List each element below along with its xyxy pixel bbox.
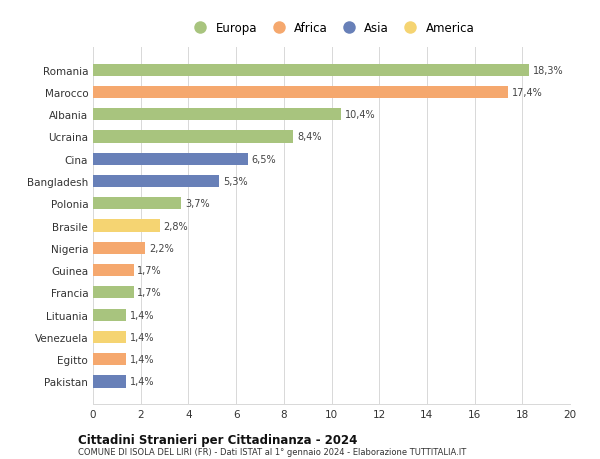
Bar bbox=[93, 64, 529, 77]
Bar bbox=[93, 309, 127, 321]
Legend: Europa, Africa, Asia, America: Europa, Africa, Asia, America bbox=[185, 18, 478, 39]
Bar bbox=[93, 153, 248, 166]
Text: 1,7%: 1,7% bbox=[137, 265, 162, 275]
Text: 1,4%: 1,4% bbox=[130, 332, 154, 342]
Bar bbox=[93, 198, 181, 210]
Text: 10,4%: 10,4% bbox=[344, 110, 375, 120]
Text: 6,5%: 6,5% bbox=[251, 154, 276, 164]
Text: 5,3%: 5,3% bbox=[223, 177, 248, 187]
Bar bbox=[93, 175, 220, 188]
Text: COMUNE DI ISOLA DEL LIRI (FR) - Dati ISTAT al 1° gennaio 2024 - Elaborazione TUT: COMUNE DI ISOLA DEL LIRI (FR) - Dati IST… bbox=[78, 448, 466, 457]
Text: 1,4%: 1,4% bbox=[130, 354, 154, 364]
Text: 18,3%: 18,3% bbox=[533, 66, 563, 75]
Bar bbox=[93, 375, 127, 388]
Text: 8,4%: 8,4% bbox=[297, 132, 322, 142]
Bar bbox=[93, 87, 508, 99]
Bar bbox=[93, 264, 134, 277]
Text: 2,2%: 2,2% bbox=[149, 243, 174, 253]
Text: Cittadini Stranieri per Cittadinanza - 2024: Cittadini Stranieri per Cittadinanza - 2… bbox=[78, 433, 358, 446]
Text: 1,7%: 1,7% bbox=[137, 288, 162, 298]
Bar bbox=[93, 242, 145, 254]
Bar bbox=[93, 131, 293, 143]
Text: 2,8%: 2,8% bbox=[163, 221, 188, 231]
Text: 1,4%: 1,4% bbox=[130, 310, 154, 320]
Bar bbox=[93, 286, 134, 299]
Text: 1,4%: 1,4% bbox=[130, 377, 154, 386]
Text: 3,7%: 3,7% bbox=[185, 199, 209, 209]
Text: 17,4%: 17,4% bbox=[512, 88, 542, 98]
Bar bbox=[93, 353, 127, 365]
Bar bbox=[93, 109, 341, 121]
Bar bbox=[93, 331, 127, 343]
Bar bbox=[93, 220, 160, 232]
